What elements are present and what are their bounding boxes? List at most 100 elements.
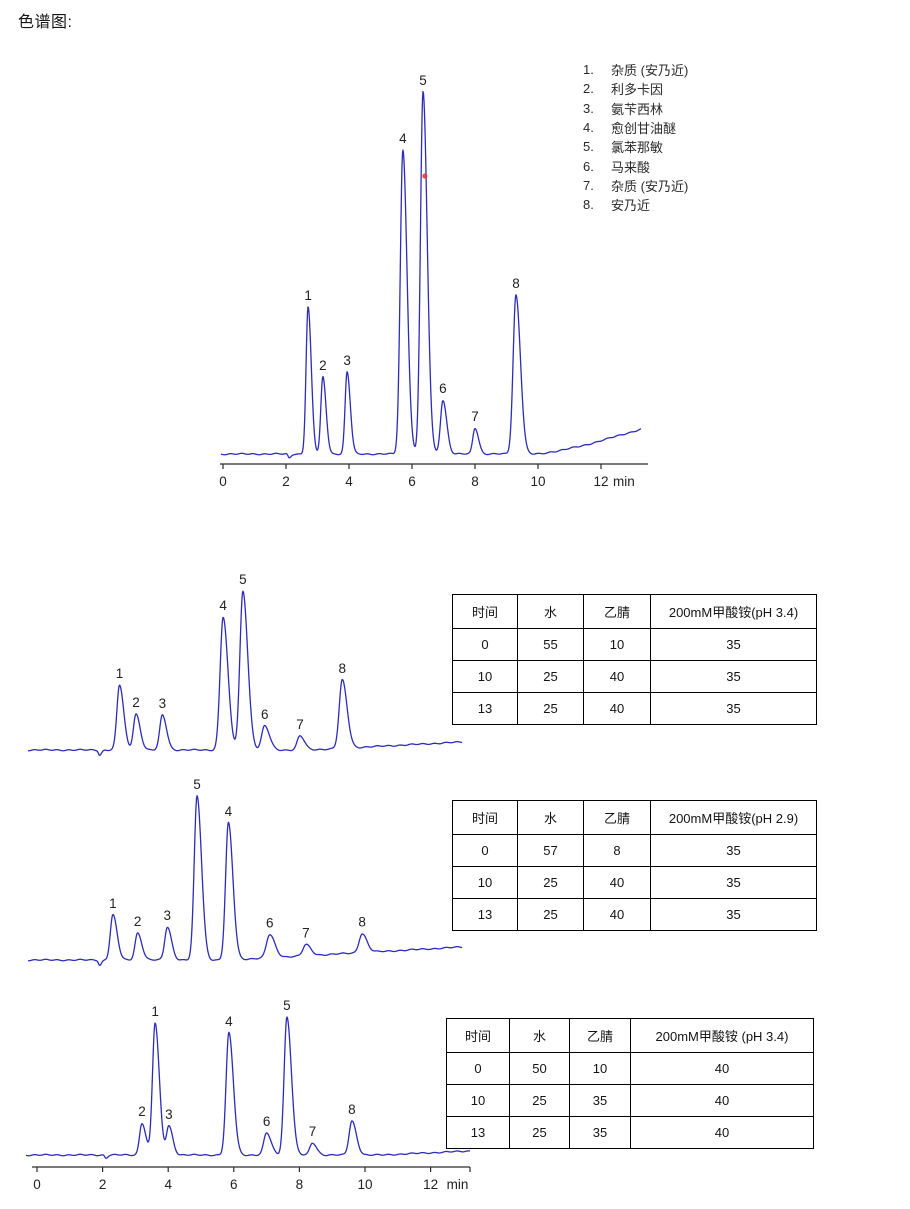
- peak-number-label: 2: [134, 914, 142, 929]
- legend-item-number: 5.: [583, 139, 594, 155]
- cell: 40: [583, 866, 651, 899]
- header-water: 水: [509, 1018, 570, 1053]
- table-row: 13 25 40 35: [452, 898, 817, 931]
- legend-item-number: 8.: [583, 197, 594, 213]
- cell: 35: [650, 628, 817, 661]
- peak-number-label: 3: [343, 353, 351, 368]
- header-acetonitrile: 乙腈: [583, 800, 651, 835]
- cell: 25: [517, 660, 584, 693]
- cell: 57: [517, 834, 584, 867]
- peak-number-label: 6: [439, 381, 447, 396]
- legend-item: 6. 马来酸: [583, 156, 688, 175]
- x-axis-unit-label: min: [447, 1177, 469, 1192]
- x-axis-tick-label: 6: [230, 1177, 238, 1192]
- cell: 35: [650, 834, 817, 867]
- peak-number-label: 7: [471, 409, 479, 424]
- cell: 40: [630, 1084, 814, 1117]
- x-axis-tick-label: 2: [282, 474, 290, 489]
- legend-item: 8. 安乃近: [583, 195, 688, 214]
- header-water: 水: [517, 800, 584, 835]
- x-axis-tick-label: 8: [296, 1177, 304, 1192]
- cell: 10: [569, 1052, 631, 1085]
- cell: 25: [517, 866, 584, 899]
- peak-number-label: 7: [302, 926, 310, 941]
- legend-item: 3. 氨苄西林: [583, 99, 688, 118]
- x-axis-tick-label: 10: [357, 1177, 372, 1192]
- legend-item-number: 7.: [583, 177, 594, 193]
- legend-item-number: 4.: [583, 120, 594, 136]
- legend-item-label: 杂质 (安乃近): [611, 178, 689, 194]
- cell: 35: [569, 1116, 631, 1149]
- x-axis-tick-label: 4: [345, 474, 353, 489]
- chromatogram-variant-3: 2 1 3 4 6 5 7 8 0 2 4 6 8 10 12 min: [18, 985, 480, 1205]
- cell: 13: [452, 898, 518, 931]
- cell: 35: [569, 1084, 631, 1117]
- peak-number-label: 5: [283, 998, 291, 1013]
- mobile-phase-table-2: 时间 水 乙腈 200mM甲酸铵(pH 2.9) 0 57 8 35 10 25…: [452, 800, 817, 931]
- peak-number-label: 6: [263, 1114, 271, 1129]
- trace-line: [27, 795, 463, 967]
- cell: 25: [517, 898, 584, 931]
- peak-number-label: 1: [109, 896, 117, 911]
- header-buffer: 200mM甲酸铵(pH 3.4): [650, 594, 817, 629]
- legend-item-label: 马来酸: [611, 159, 651, 175]
- peak-number-label: 3: [164, 908, 172, 923]
- peak-number-label: 7: [296, 717, 304, 732]
- table-row: 13 25 40 35: [452, 692, 817, 725]
- legend-item-number: 2.: [583, 81, 594, 97]
- table-row: 0 55 10 35: [452, 628, 817, 661]
- header-time: 时间: [452, 594, 518, 629]
- legend-item-label: 利多卡因: [611, 82, 664, 98]
- peak-number-label: 6: [261, 707, 269, 722]
- cell: 50: [509, 1052, 570, 1085]
- peak-number-label: 1: [304, 288, 312, 303]
- legend-item: 5. 氯苯那敏: [583, 137, 688, 156]
- chromatogram-svg: 2 1 3 4 6 5 7 8 0 2 4 6 8 10 12 min: [25, 998, 471, 1192]
- header-time: 时间: [452, 800, 518, 835]
- cell: 35: [650, 692, 817, 725]
- peak-number-label: 1: [151, 1004, 159, 1019]
- peak-number-label: 8: [348, 1102, 356, 1117]
- cell: 10: [452, 660, 518, 693]
- peak-number-label: 8: [339, 661, 347, 676]
- cell: 10: [583, 628, 651, 661]
- chromatogram-main: 1 2 3 4 5 6 7 8 0 2 4 6 8 10 12 min: [214, 58, 660, 508]
- x-axis-tick-label: 0: [219, 474, 227, 489]
- peak-number-label: 2: [138, 1104, 146, 1119]
- x-axis-tick-label: 0: [33, 1177, 41, 1192]
- cell: 40: [583, 898, 651, 931]
- legend-item-number: 6.: [583, 158, 594, 174]
- chromatogram-variant-2: 1 2 3 5 4 6 7 8: [18, 770, 468, 970]
- chromatogram-svg: 1 2 3 5 4 6 7 8: [27, 777, 463, 967]
- peak-number-label: 2: [132, 695, 140, 710]
- peak-number-label: 5: [419, 73, 427, 88]
- page-title: 色谱图:: [18, 14, 73, 31]
- table-row: 0 57 8 35: [452, 834, 817, 867]
- x-axis-tick-label: 12: [423, 1177, 438, 1192]
- x-axis-tick-label: 10: [530, 474, 545, 489]
- peak-number-label: 4: [219, 598, 227, 613]
- trace-line: [27, 590, 463, 757]
- table-row: 0 50 10 40: [446, 1052, 814, 1085]
- table-row: 10 25 35 40: [446, 1084, 814, 1117]
- legend-item-label: 安乃近: [611, 198, 651, 214]
- peak-number-label: 4: [225, 804, 233, 819]
- cell: 35: [650, 660, 817, 693]
- peak-number-label: 7: [309, 1124, 317, 1139]
- cell: 8: [583, 834, 651, 867]
- trace-line: [220, 90, 642, 459]
- cell: 10: [452, 866, 518, 899]
- legend-item-label: 氨苄西林: [611, 101, 664, 117]
- cell: 0: [452, 834, 518, 867]
- x-axis-unit-label: min: [613, 474, 635, 489]
- legend-item: 7. 杂质 (安乃近): [583, 176, 688, 195]
- cell: 40: [630, 1116, 814, 1149]
- peak-number-label: 1: [116, 666, 124, 681]
- peak-number-label: 8: [358, 915, 366, 930]
- table-row: 10 25 40 35: [452, 866, 817, 899]
- legend-item: 2. 利多卡因: [583, 79, 688, 98]
- x-axis-tick-label: 2: [99, 1177, 107, 1192]
- cell: 40: [583, 660, 651, 693]
